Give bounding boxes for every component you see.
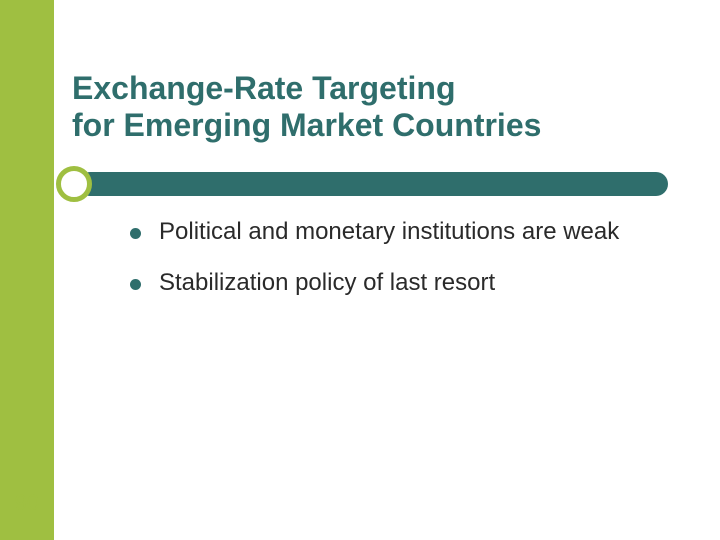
left-accent-band [0,0,54,540]
bullet-icon [130,279,141,290]
bullet-text: Political and monetary institutions are … [159,218,619,247]
bullet-text: Stabilization policy of last resort [159,269,495,298]
decor-ring [56,166,92,202]
title-underline-decor [56,166,696,200]
slide: Exchange-Rate Targeting for Emerging Mar… [0,0,720,540]
bullet-icon [130,228,141,239]
list-item: Stabilization policy of last resort [130,269,650,298]
page-number: 90 [0,490,54,516]
list-item: Political and monetary institutions are … [130,218,650,247]
title-line-2: for Emerging Market Countries [72,107,672,144]
decor-bar [78,172,668,196]
bullet-list: Political and monetary institutions are … [130,218,650,320]
slide-title: Exchange-Rate Targeting for Emerging Mar… [72,70,672,144]
title-line-1: Exchange-Rate Targeting [72,70,672,107]
